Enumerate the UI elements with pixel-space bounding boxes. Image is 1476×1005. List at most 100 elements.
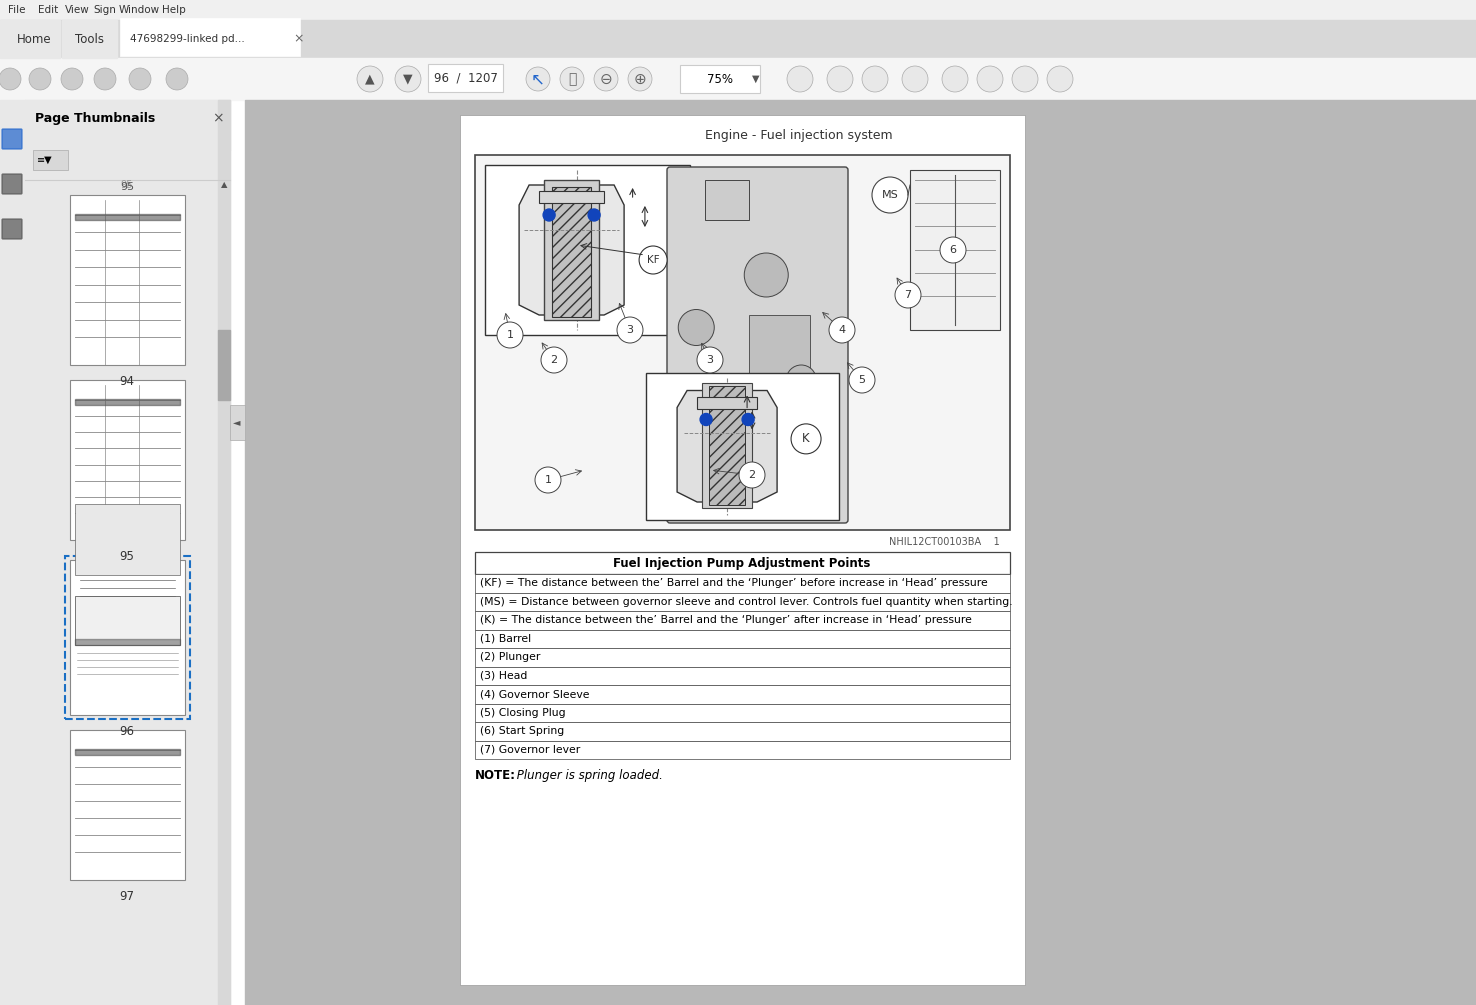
Circle shape [872,177,908,213]
Circle shape [862,66,889,92]
Bar [748,315,810,490]
Circle shape [543,209,555,221]
Text: 95: 95 [120,550,134,563]
Circle shape [94,68,117,90]
Bar [230,405,245,440]
Bar [69,195,184,365]
Text: 7: 7 [905,290,912,300]
Text: (1) Barrel: (1) Barrel [480,634,531,644]
Circle shape [902,66,928,92]
Text: (4) Governor Sleeve: (4) Governor Sleeve [480,689,589,699]
Circle shape [357,66,382,92]
Circle shape [977,66,1004,92]
Text: ▼: ▼ [753,74,760,84]
Bar [475,629,1010,648]
Circle shape [587,209,601,221]
Bar [69,380,184,540]
Text: ▼: ▼ [403,72,413,85]
Polygon shape [677,391,776,502]
Bar [0,20,1476,58]
Text: ▲: ▲ [365,72,375,85]
Bar [646,373,838,520]
Circle shape [1013,66,1038,92]
Text: ✋: ✋ [568,72,576,86]
Bar [475,666,1010,685]
Bar [475,704,1010,722]
Text: 96: 96 [120,725,134,738]
Text: 2: 2 [748,470,756,480]
Text: (3) Head: (3) Head [480,670,527,680]
Text: 5: 5 [859,375,865,385]
Polygon shape [520,185,624,315]
Bar [75,639,180,645]
Bar [75,399,180,405]
Circle shape [1046,66,1073,92]
Bar [475,722,1010,741]
Circle shape [744,253,788,297]
Bar [218,330,230,400]
Text: 96  /  1207: 96 / 1207 [434,71,497,84]
Bar [65,556,190,719]
Text: 75%: 75% [707,72,734,85]
FancyBboxPatch shape [1,129,22,149]
Bar [75,504,180,575]
Bar [245,100,1476,1005]
Text: 6: 6 [949,245,956,255]
Bar [680,65,760,93]
Circle shape [593,67,618,91]
Text: Fuel Injection Pump Adjustment Points: Fuel Injection Pump Adjustment Points [614,557,871,570]
Circle shape [742,413,754,425]
Circle shape [791,424,821,454]
Circle shape [830,317,855,343]
Text: NHIL12CT00103BA    1: NHIL12CT00103BA 1 [889,537,1001,547]
Bar [697,397,757,408]
Bar [62,20,117,58]
Text: Engine - Fuel injection system: Engine - Fuel injection system [706,129,893,142]
Bar [708,386,745,505]
Text: (MS) = Distance between governor sleeve and control lever. Controls fuel quantit: (MS) = Distance between governor sleeve … [480,597,1013,607]
Bar [475,741,1010,759]
Text: 3: 3 [707,355,713,365]
Circle shape [942,66,968,92]
Bar [486,165,689,335]
Text: (7) Governor lever: (7) Governor lever [480,745,580,755]
Text: 4: 4 [838,325,846,335]
FancyBboxPatch shape [667,167,849,523]
Bar [75,596,180,645]
Bar [475,611,1010,629]
Circle shape [559,67,584,91]
Bar [218,100,230,1005]
Text: Page Thumbnails: Page Thumbnails [35,112,155,125]
Bar [706,180,748,220]
Text: Home: Home [18,32,52,45]
Circle shape [787,66,813,92]
Text: Help: Help [162,5,186,15]
Text: ◄: ◄ [233,417,241,427]
Bar [69,730,184,880]
Text: 1: 1 [545,475,552,485]
Text: NOTE:: NOTE: [475,769,517,782]
Bar [475,574,1010,593]
Circle shape [787,365,816,395]
Bar [539,191,604,203]
Bar [461,115,1024,985]
Bar [703,383,753,508]
Text: 2: 2 [551,355,558,365]
Circle shape [165,68,187,90]
Circle shape [739,462,765,488]
Circle shape [894,282,921,308]
Circle shape [534,467,561,493]
Bar [475,648,1010,666]
Circle shape [940,237,965,263]
Text: Sign: Sign [93,5,117,15]
Text: MS: MS [881,190,899,200]
Text: 3: 3 [626,325,633,335]
Bar [475,593,1010,611]
Circle shape [128,68,151,90]
Text: ▲: ▲ [221,181,227,190]
Circle shape [30,68,52,90]
Circle shape [679,310,714,346]
Circle shape [827,66,853,92]
Text: (6) Start Spring: (6) Start Spring [480,727,564,737]
Circle shape [396,66,421,92]
